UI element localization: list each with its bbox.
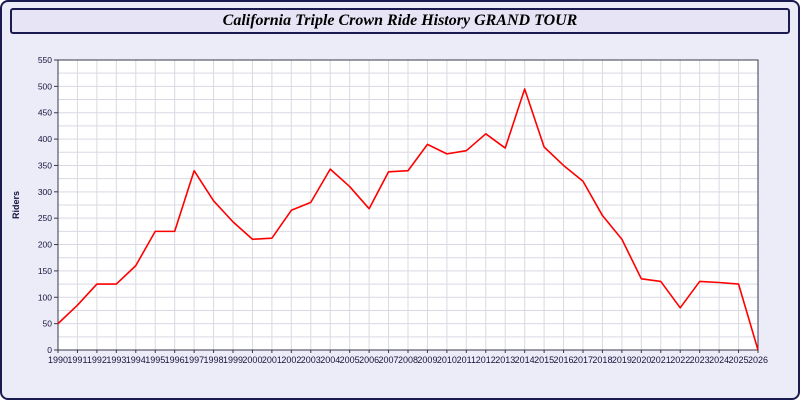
x-tick-label: 2014 bbox=[515, 355, 535, 365]
x-tick-label: 2002 bbox=[281, 355, 301, 365]
chart-title-bar: California Triple Crown Ride History GRA… bbox=[10, 8, 790, 34]
y-tick-label: 450 bbox=[38, 108, 52, 118]
y-tick-label: 0 bbox=[47, 345, 52, 355]
y-tick-label: 550 bbox=[38, 55, 52, 65]
page-title: California Triple Crown Ride History GRA… bbox=[222, 12, 578, 29]
x-tick-label: 2016 bbox=[554, 355, 574, 365]
x-tick-label: 1994 bbox=[126, 355, 146, 365]
y-tick-label: 50 bbox=[43, 319, 53, 329]
x-tick-label: 2013 bbox=[495, 355, 515, 365]
x-tick-label: 2007 bbox=[379, 355, 399, 365]
x-tick-label: 1990 bbox=[48, 355, 68, 365]
x-tick-label: 2003 bbox=[301, 355, 321, 365]
x-tick-label: 2024 bbox=[709, 355, 729, 365]
x-tick-label: 2006 bbox=[359, 355, 379, 365]
x-tick-label: 2005 bbox=[340, 355, 360, 365]
y-tick-label: 150 bbox=[38, 266, 52, 276]
x-tick-label: 1993 bbox=[106, 355, 126, 365]
x-tick-label: 2012 bbox=[476, 355, 496, 365]
x-tick-label: 2009 bbox=[417, 355, 437, 365]
x-tick-label: 1998 bbox=[204, 355, 224, 365]
x-tick-label: 2000 bbox=[242, 355, 262, 365]
x-tick-label: 1992 bbox=[87, 355, 107, 365]
x-tick-label: 2019 bbox=[612, 355, 632, 365]
x-tick-label: 2008 bbox=[398, 355, 418, 365]
x-tick-label: 1995 bbox=[145, 355, 165, 365]
x-tick-label: 2018 bbox=[592, 355, 612, 365]
y-axis-label: Riders bbox=[11, 190, 21, 220]
x-tick-label: 2001 bbox=[262, 355, 282, 365]
chart-area: Riders 0 50 100 150 200 250 300 350 400 450 500 550… bbox=[8, 48, 792, 388]
x-tick-label: 1991 bbox=[67, 355, 87, 365]
y-tick-label: 200 bbox=[38, 240, 52, 250]
x-tick-label: 2020 bbox=[631, 355, 651, 365]
x-tick-label: 1999 bbox=[223, 355, 243, 365]
y-tick-label: 350 bbox=[38, 160, 52, 170]
x-tick-label: 2025 bbox=[729, 355, 749, 365]
x-tick-label: 2021 bbox=[651, 355, 671, 365]
x-tick-label: 2010 bbox=[437, 355, 457, 365]
y-tick-label: 500 bbox=[38, 81, 52, 91]
y-tick-label: 250 bbox=[38, 213, 52, 223]
x-tick-label: 2026 bbox=[748, 355, 768, 365]
ride-history-line bbox=[57, 88, 759, 351]
x-tick-label: 2004 bbox=[320, 355, 340, 365]
x-tick-label: 1997 bbox=[184, 355, 204, 365]
x-tick-label: 2017 bbox=[573, 355, 593, 365]
x-tick-label: 2011 bbox=[457, 355, 476, 365]
y-tick-label: 300 bbox=[38, 187, 52, 197]
y-tick-label: 400 bbox=[38, 134, 52, 144]
x-tick-label: 2023 bbox=[690, 355, 710, 365]
x-tick-label: 2022 bbox=[670, 355, 690, 365]
y-tick-label: 100 bbox=[38, 292, 52, 302]
x-tick-label: 2015 bbox=[534, 355, 554, 365]
x-tick-label: 1996 bbox=[165, 355, 185, 365]
